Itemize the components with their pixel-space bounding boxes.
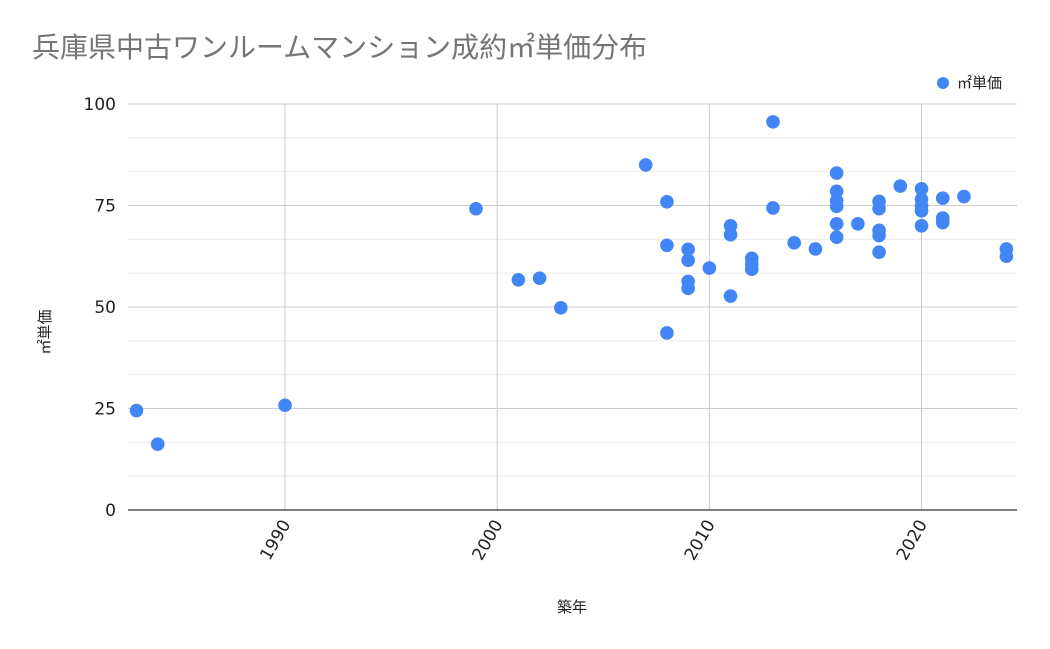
data-point	[999, 249, 1014, 264]
data-point	[660, 195, 674, 209]
data-point	[914, 219, 929, 233]
data-point	[829, 216, 844, 231]
data-points	[129, 115, 1014, 452]
data-point	[829, 184, 844, 199]
data-point	[681, 242, 695, 257]
data-point	[744, 262, 759, 277]
y-axis-ticks: 0 25 50 75 100	[84, 95, 116, 521]
data-point	[660, 238, 674, 253]
y-tick-label: 100	[84, 95, 116, 115]
data-point	[935, 191, 950, 205]
x-tick-label: 2020	[893, 517, 932, 564]
data-point	[532, 271, 547, 285]
data-point	[914, 182, 929, 196]
gridlines	[128, 103, 1017, 511]
data-point	[766, 115, 780, 129]
data-point	[638, 158, 653, 172]
data-point	[808, 242, 823, 256]
x-tick-label: 1990	[256, 517, 295, 564]
data-point	[957, 189, 971, 204]
x-tick-label: 2000	[469, 517, 508, 564]
data-point	[935, 215, 950, 230]
data-point	[829, 199, 844, 214]
data-point	[660, 326, 674, 340]
x-tick-label: 2010	[681, 517, 720, 564]
data-point	[681, 253, 695, 268]
data-point	[829, 230, 844, 244]
data-point	[766, 201, 780, 215]
x-axis-title: 築年	[557, 598, 587, 616]
data-point	[150, 437, 165, 452]
data-point	[872, 201, 886, 216]
y-axis-title: ㎡単価	[36, 309, 54, 354]
data-point	[851, 216, 865, 231]
chart-title: 兵庫県中古ワンルームマンション成約㎡単価分布	[32, 31, 648, 64]
data-point	[681, 281, 695, 296]
data-point	[278, 398, 292, 413]
y-tick-label: 25	[94, 400, 116, 420]
legend: ㎡単価	[937, 72, 1002, 93]
data-point	[872, 245, 886, 259]
data-point	[893, 179, 908, 193]
data-point	[872, 228, 886, 243]
data-point	[829, 166, 844, 180]
legend-marker-icon	[937, 76, 949, 89]
data-point	[129, 403, 144, 418]
y-tick-label: 0	[105, 501, 116, 521]
y-tick-label: 75	[94, 197, 116, 217]
data-point	[787, 236, 802, 250]
y-tick-label: 50	[94, 298, 116, 318]
data-point	[554, 301, 568, 315]
data-point	[511, 272, 526, 287]
data-point	[469, 201, 483, 216]
data-point	[723, 289, 738, 303]
data-point	[914, 203, 929, 218]
data-point	[723, 227, 738, 242]
legend-label: ㎡単価	[957, 74, 1003, 92]
x-axis-ticks: 1990 2000 2010 2020	[256, 517, 931, 564]
data-point	[702, 261, 717, 275]
